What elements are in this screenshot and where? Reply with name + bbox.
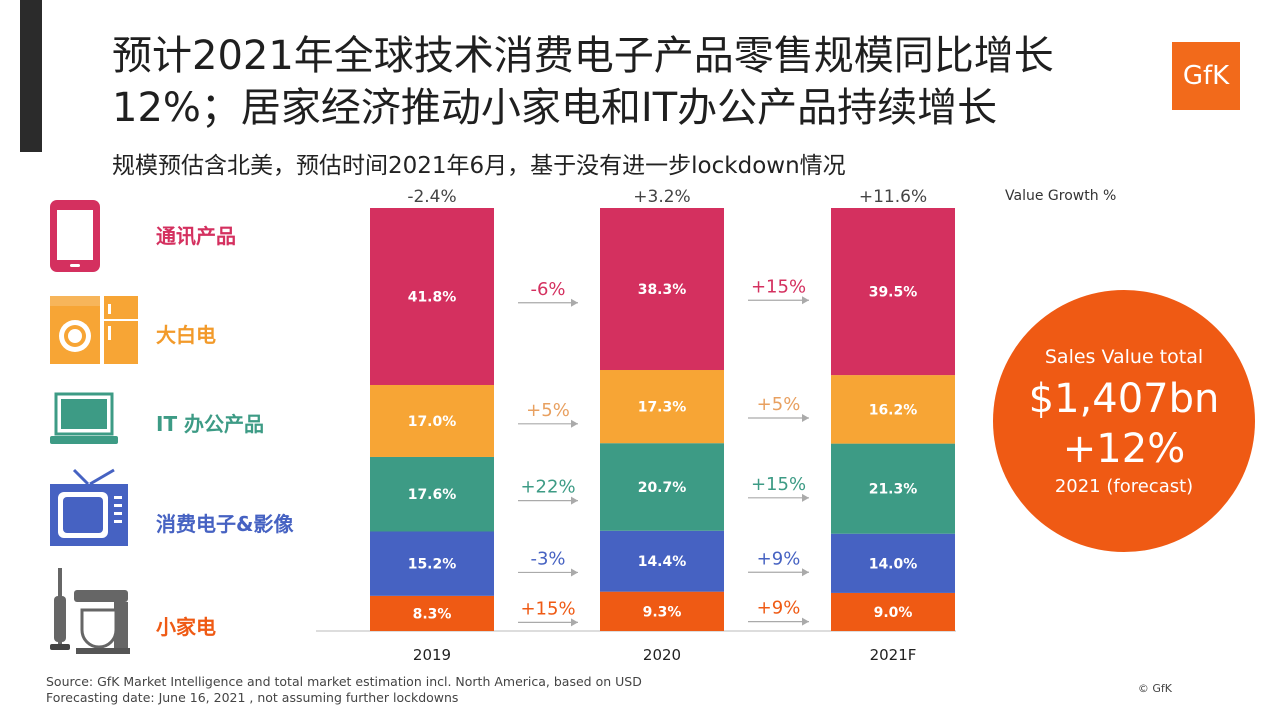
- gfk-logo: GfK: [1172, 42, 1240, 110]
- x-tick-label: 2019: [413, 646, 451, 664]
- transition-growth-label: +22%: [520, 477, 575, 498]
- smartphone-icon: [50, 200, 100, 272]
- growth-label: +3.2%: [633, 187, 690, 207]
- transition-arrowhead: [802, 296, 809, 305]
- transition-growth-label: +9%: [757, 598, 801, 619]
- source-line: Source: GfK Market Intelligence and tota…: [46, 674, 642, 689]
- bar-segment: [831, 533, 955, 593]
- bar-segment: [370, 595, 494, 631]
- data-label: 38.3%: [638, 282, 687, 298]
- bar-segment: [370, 384, 494, 457]
- circle-year-caption: 2021 (forecast): [1054, 476, 1194, 497]
- sales-total-circle: Sales Value total $1,407bn +12% 2021 (fo…: [993, 290, 1255, 552]
- data-label: 17.0%: [408, 414, 457, 430]
- bar-segment: [600, 530, 724, 592]
- transition-arrowhead: [571, 618, 578, 627]
- transition-growth-label: -6%: [530, 279, 565, 300]
- growth-label: -2.4%: [407, 187, 456, 207]
- growth-axis-label: Value Growth %: [1005, 188, 1116, 204]
- legend-label-small-appliances: 小家电: [156, 615, 216, 639]
- transition-growth-label: +15%: [751, 474, 806, 495]
- data-label: 9.3%: [643, 604, 682, 620]
- bar-segment: [600, 443, 724, 531]
- bar-segment: [600, 370, 724, 444]
- legend-label-telecom: 通讯产品: [156, 224, 236, 248]
- legend-label-white-goods: 大白电: [156, 323, 216, 347]
- transition-arrowhead: [571, 496, 578, 505]
- transition-growth-label: -3%: [530, 548, 565, 569]
- data-label: 16.2%: [869, 402, 918, 418]
- source-footnote: Source: GfK Market Intelligence and tota…: [46, 674, 642, 706]
- data-label: 14.4%: [638, 554, 687, 570]
- data-label: 14.0%: [869, 556, 918, 572]
- data-label: 9.0%: [874, 605, 913, 621]
- data-label: 21.3%: [869, 482, 918, 498]
- bar-segment: [831, 592, 955, 631]
- x-tick-label: 2020: [643, 646, 681, 664]
- circle-caption: Sales Value total: [1044, 346, 1204, 368]
- data-label: 41.8%: [408, 289, 457, 305]
- transition-growth-label: +15%: [520, 598, 575, 619]
- bar-segment: [370, 531, 494, 596]
- circle-total-value: $1,407bn: [1028, 376, 1220, 422]
- transition-growth-label: +9%: [757, 548, 801, 569]
- laptop-icon: [50, 392, 118, 444]
- transition-arrowhead: [571, 298, 578, 307]
- data-label: 17.3%: [638, 400, 687, 416]
- bar-segment: [831, 443, 955, 534]
- washer-fridge-icon: [50, 296, 138, 364]
- legend-label-it-office: IT 办公产品: [156, 412, 265, 436]
- forecast-date-line: Forecasting date: June 16, 2021 , not as…: [46, 690, 459, 705]
- transition-growth-label: +15%: [751, 276, 806, 297]
- bar-segment: [370, 208, 494, 385]
- bar-segment: [600, 208, 724, 371]
- transition-arrowhead: [802, 413, 809, 422]
- transition-arrowhead: [802, 568, 809, 577]
- growth-label: +11.6%: [859, 187, 927, 207]
- vacuum-mixer-icon: [50, 568, 130, 654]
- transition-arrowhead: [571, 419, 578, 428]
- x-tick-label: 2021F: [870, 646, 917, 664]
- page-title: 预计2021年全球技术消费电子产品零售规模同比增长12%；居家经济推动小家电和I…: [112, 33, 1054, 131]
- transition-arrowhead: [802, 493, 809, 502]
- transition-arrowhead: [802, 617, 809, 626]
- accent-bar: [20, 0, 42, 152]
- bar-segment: [831, 375, 955, 444]
- data-label: 20.7%: [638, 480, 687, 496]
- copyright: © GfK: [1137, 682, 1172, 695]
- circle-growth-value: +12%: [1062, 426, 1186, 472]
- bar-segment: [831, 208, 955, 376]
- tv-icon: [50, 468, 128, 546]
- data-label: 17.6%: [408, 487, 457, 503]
- bar-segment: [600, 591, 724, 631]
- transition-growth-label: +5%: [757, 394, 801, 415]
- bar-segment: [370, 456, 494, 532]
- transition-arrowhead: [571, 568, 578, 577]
- data-label: 39.5%: [869, 285, 918, 301]
- data-label: 15.2%: [408, 557, 457, 573]
- transition-growth-label: +5%: [526, 400, 570, 421]
- data-label: 8.3%: [413, 606, 452, 622]
- page-subtitle: 规模预估含北美，预估时间2021年6月，基于没有进一步lockdown情况: [112, 153, 846, 179]
- legend-label-consumer-electronics: 消费电子&影像: [156, 512, 294, 536]
